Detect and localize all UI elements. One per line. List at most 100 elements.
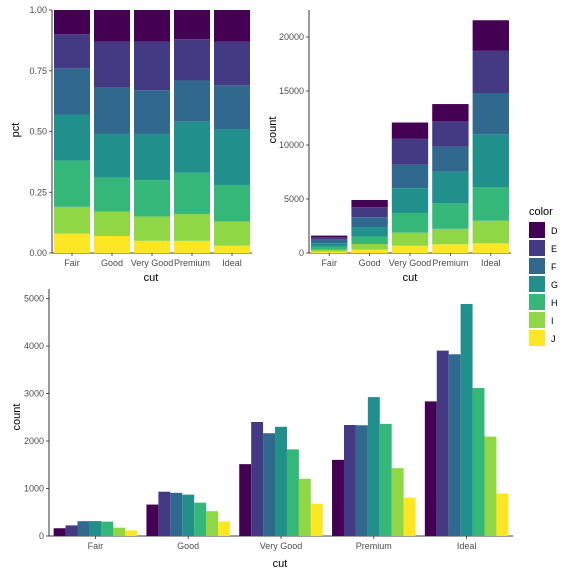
chart1-bar-D: [214, 10, 250, 42]
chart3-bar-F: [77, 521, 90, 536]
chart1-bar-E: [94, 41, 130, 88]
chart1-bar-D: [54, 10, 90, 35]
chart3-x-tick-label: Ideal: [457, 541, 477, 551]
chart2-bar-D: [311, 235, 348, 238]
chart3-bar-I: [206, 511, 219, 536]
chart1-x-tick-label: Very Good: [131, 258, 174, 268]
chart2-bar-H: [391, 212, 429, 233]
chart1-bar-F: [134, 90, 170, 134]
chart3-y-axis-title: count: [11, 404, 23, 431]
chart2-bar-D: [391, 122, 429, 139]
chart3-bar-H: [101, 521, 114, 536]
chart3-y-tick-label: 5000: [24, 294, 44, 304]
legend-swatch-G: [529, 276, 545, 292]
chart3-bar-F: [448, 354, 461, 536]
chart3-bar-D: [424, 401, 437, 536]
chart3-bar-J: [496, 493, 509, 536]
chart1-bar-J: [54, 233, 90, 253]
chart1-bar-E: [174, 39, 210, 81]
chart2-bar-G: [391, 188, 429, 213]
chart3-y-tick-label: 0: [39, 531, 44, 541]
chart3-y-tick-label: 3000: [24, 389, 44, 399]
chart3-bar-J: [310, 503, 323, 536]
chart1-y-tick-label: 0.75: [29, 66, 47, 76]
chart3-bar-F: [355, 425, 368, 536]
chart2-bar-H: [311, 246, 348, 250]
chart3-bar-E: [436, 350, 449, 536]
legend-swatch-F: [529, 258, 545, 274]
chart2-bar-I: [351, 244, 388, 250]
chart1-x-tick-label: Good: [101, 258, 123, 268]
chart2-y-tick-label: 0: [299, 248, 304, 258]
chart1-y-axis-title: pct: [10, 123, 22, 138]
chart3-x-tick-label: Very Good: [260, 541, 303, 551]
chart1-y-tick-label: 0.25: [29, 187, 47, 197]
chart2-bar-I: [472, 220, 509, 244]
chart1-bar-H: [214, 184, 250, 222]
legend-label-J: J: [551, 334, 556, 344]
chart2-x-tick-label: Very Good: [389, 258, 432, 268]
chart3-bar-G: [89, 521, 102, 536]
chart2-bar-I: [432, 228, 469, 245]
legend-swatch-E: [529, 240, 545, 256]
chart2-bar-G: [472, 134, 509, 188]
chart1-y-tick-label: 0.00: [29, 248, 47, 258]
chart3-bar-H: [194, 502, 207, 536]
chart1-bar-G: [134, 133, 170, 181]
chart3-bar-F: [170, 492, 183, 536]
chart1-x-tick-label: Premium: [174, 258, 210, 268]
chart2-bar-J: [472, 243, 509, 253]
legend-swatch-I: [529, 312, 545, 328]
legend-label-H: H: [551, 298, 558, 308]
chart2-bar-I: [391, 232, 429, 246]
chart1-bar-E: [214, 41, 250, 86]
chart1-bar-F: [54, 68, 90, 115]
chart1-bar-F: [214, 85, 250, 130]
chart2-bar-E: [351, 207, 388, 218]
chart1-bar-D: [134, 10, 170, 42]
chart3-bar-G: [275, 426, 287, 536]
stacked-bar-chart-panel: cut count 0 5000 10000 15000 20000 Fair Good Ve…: [267, 10, 511, 284]
chart3-bar-G: [182, 494, 195, 536]
legend-label-G: G: [551, 280, 558, 290]
fill-bar-chart-panel: cut pct 0.00 0.25 0.50 0.75 1.00 Fair Good Very…: [10, 5, 252, 284]
chart3-bar-F: [263, 433, 276, 536]
legend-label-I: I: [551, 316, 554, 326]
chart3-bar-E: [158, 491, 171, 536]
chart1-bar-E: [134, 41, 170, 91]
chart2-y-tick-label: 15000: [279, 86, 304, 96]
chart3-bar-J: [403, 497, 416, 536]
chart2-x-tick-label: Ideal: [481, 258, 501, 268]
chart2-bar-F: [472, 93, 509, 135]
chart3-x-tick-label: Good: [177, 541, 199, 551]
chart2-bar-G: [351, 227, 388, 237]
chart1-bar-J: [214, 245, 250, 253]
legend-swatch-H: [529, 294, 545, 310]
chart2-x-tick-label: Premium: [432, 258, 468, 268]
chart1-bar-H: [174, 172, 210, 215]
chart2-bar-J: [432, 244, 469, 253]
chart1-bar-J: [94, 235, 130, 253]
chart3-bar-H: [286, 449, 299, 536]
legend-swatch-J: [529, 330, 545, 346]
chart3-y-tick-label: 4000: [24, 341, 44, 351]
chart2-x-tick-label: Fair: [321, 258, 337, 268]
chart3-bar-H: [472, 388, 485, 536]
chart3-bar-I: [113, 527, 126, 536]
chart2-y-tick-label: 5000: [284, 194, 304, 204]
chart1-x-axis-title: cut: [144, 272, 159, 284]
chart1-bar-F: [94, 87, 130, 134]
chart1-bar-H: [54, 160, 90, 207]
chart1-bar-I: [174, 214, 210, 241]
chart2-bar-F: [432, 146, 469, 172]
chart1-bar-I: [54, 206, 90, 234]
chart3-x-tick-label: Premium: [356, 541, 392, 551]
chart3-bar-D: [332, 459, 344, 536]
chart3-x-axis-title: cut: [273, 558, 288, 570]
chart3-bar-E: [343, 424, 356, 536]
chart2-bar-F: [311, 239, 348, 244]
chart2-bar-I: [311, 249, 348, 252]
chart1-bar-D: [174, 10, 210, 40]
